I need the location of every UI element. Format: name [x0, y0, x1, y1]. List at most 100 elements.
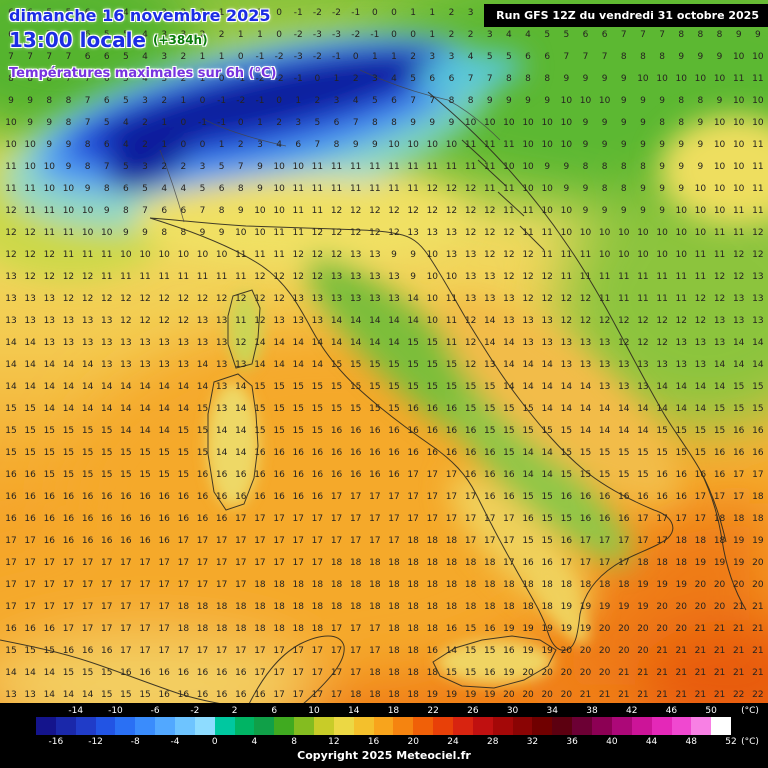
temp-value: 11 [522, 206, 534, 216]
temp-value: 6 [8, 8, 14, 18]
temp-value: 18 [388, 602, 400, 612]
temp-value: 17 [349, 668, 362, 678]
temp-value: 19 [464, 690, 477, 700]
temp-value: 16 [464, 426, 477, 436]
temp-value: 13 [426, 228, 439, 238]
temp-value: 17 [43, 580, 56, 590]
temp-value: 9 [199, 228, 206, 238]
temp-value: 2 [257, 8, 263, 18]
forecast-local-time: 13:00 locale [9, 28, 146, 52]
temp-value: 10 [560, 140, 573, 150]
temp-value: -1 [255, 96, 265, 106]
temp-value: 8 [620, 52, 627, 62]
temp-value: 8 [506, 74, 512, 84]
temp-value: 16 [215, 514, 228, 524]
temp-value: 15 [445, 382, 458, 392]
temp-value: 5 [486, 52, 493, 62]
temp-value: 4 [506, 30, 512, 40]
scale-segment [274, 717, 295, 735]
temp-value: 15 [120, 448, 132, 458]
temp-value: -2 [332, 8, 342, 18]
temp-value: 16 [81, 646, 94, 656]
temp-value: 19 [503, 668, 515, 678]
temp-value: 13 [579, 338, 592, 348]
temp-value: 11 [292, 206, 304, 216]
temp-value: 8 [371, 118, 378, 128]
temp-value: 16 [5, 470, 17, 480]
temp-value: 2 [276, 118, 282, 128]
temp-value: 5 [142, 184, 148, 194]
scale-tick-label: 36 [566, 737, 578, 747]
temp-value: 9 [563, 184, 570, 194]
temp-value: 10 [560, 96, 573, 106]
temp-value: 8 [678, 118, 685, 128]
temp-value: 14 [158, 426, 170, 436]
temp-value: 16 [560, 492, 573, 502]
temp-value: 12 [24, 228, 36, 238]
temp-value: 19 [579, 624, 592, 634]
temp-value: 14 [349, 316, 362, 326]
temp-value: 15 [752, 382, 764, 392]
temp-value: 14 [24, 338, 36, 348]
temp-value: 8 [697, 30, 704, 40]
temp-value: 11 [732, 228, 745, 238]
temp-value: 16 [484, 624, 496, 634]
temp-value: 10 [101, 228, 113, 238]
temp-value: 12 [503, 228, 515, 238]
temp-value: 11 [560, 272, 573, 282]
temp-value: 16 [254, 448, 266, 458]
temp-value: 21 [618, 690, 630, 700]
temp-value: 10 [522, 162, 534, 172]
temp-value: 16 [311, 448, 324, 458]
temp-value: 15 [522, 536, 534, 546]
temp-value: 0 [218, 74, 225, 84]
temp-value: 15 [62, 426, 75, 436]
temp-value: 16 [407, 404, 419, 414]
temp-value: 14 [43, 690, 56, 700]
temp-value: 16 [484, 448, 496, 458]
temp-value: 11 [311, 162, 324, 172]
temp-value: 3 [467, 8, 474, 18]
temp-value: 17 [579, 536, 592, 546]
temp-value: 11 [598, 272, 611, 282]
temp-value: 10 [484, 118, 496, 128]
temp-value: 17 [426, 514, 439, 524]
temp-value: 12 [5, 206, 17, 216]
temp-value: 13 [349, 294, 362, 304]
temp-value: 11 [598, 294, 611, 304]
temp-value: 0 [180, 140, 187, 150]
temp-value: 14 [732, 338, 745, 348]
temp-value: 11 [349, 162, 362, 172]
temp-value: 9 [410, 272, 417, 282]
temp-value: 17 [24, 602, 36, 612]
temp-value: 16 [752, 426, 764, 436]
temp-value: 1 [410, 8, 417, 18]
temp-value: 20 [713, 602, 726, 612]
temp-value: 3 [199, 162, 206, 172]
temp-value: 3 [161, 74, 168, 84]
scale-tick-label: 16 [367, 737, 380, 747]
temp-value: 17 [254, 558, 266, 568]
temp-value: 18 [752, 514, 764, 524]
temp-value: 13 [656, 360, 668, 370]
temp-value: 16 [5, 514, 17, 524]
temp-value: 17 [292, 646, 304, 656]
temp-value: 17 [369, 624, 381, 634]
temp-value: 16 [24, 514, 36, 524]
temp-value: 15 [43, 426, 56, 436]
temp-value: 16 [388, 448, 400, 458]
temp-value: 12 [139, 316, 151, 326]
temp-value: -2 [274, 52, 284, 62]
temp-value: 13 [215, 382, 228, 392]
temp-value: 1 [237, 30, 244, 40]
temp-value: 12 [464, 338, 477, 348]
temp-value: 21 [637, 668, 649, 678]
temp-value: 17 [139, 646, 151, 656]
temp-value: 15 [618, 470, 630, 480]
temp-value: 10 [618, 250, 630, 260]
temp-value: 14 [254, 360, 266, 370]
temp-value: 9 [620, 74, 627, 84]
temp-value: 17 [81, 624, 94, 634]
temp-value: 15 [464, 646, 477, 656]
temp-value: 17 [139, 624, 151, 634]
